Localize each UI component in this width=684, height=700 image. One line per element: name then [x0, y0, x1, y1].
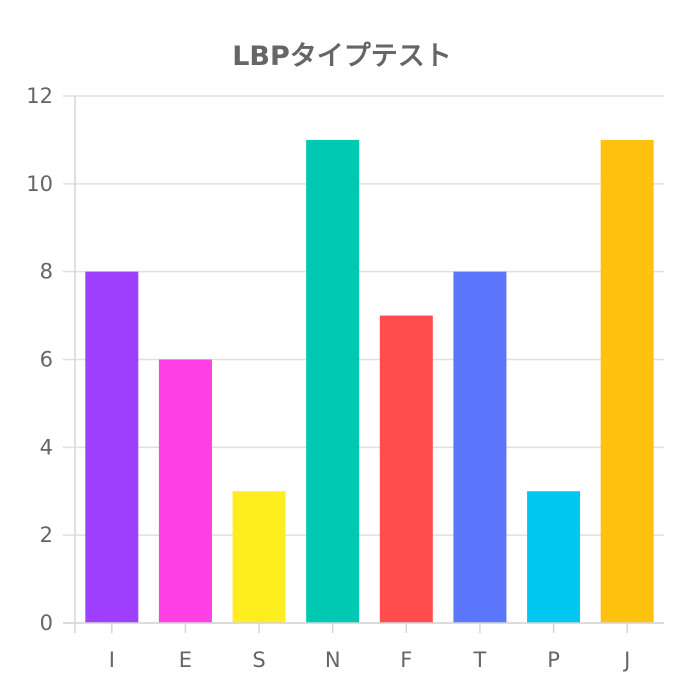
axes	[63, 96, 664, 633]
x-tick-label: J	[622, 648, 630, 672]
y-tick-label: 10	[26, 172, 53, 196]
bar-p	[527, 491, 581, 623]
bars	[85, 139, 654, 623]
y-tick-labels: 0 2 4 6 8 10 12	[26, 84, 53, 635]
bar-f	[379, 315, 433, 623]
x-tick-label: P	[547, 648, 560, 672]
x-tick-label: F	[400, 648, 412, 672]
y-tick-label: 6	[40, 348, 53, 372]
x-tick-label: I	[109, 648, 115, 672]
bar-i	[85, 271, 139, 623]
y-tick-label: 0	[40, 611, 53, 635]
x-tick-label: E	[179, 648, 192, 672]
y-tick-label: 2	[40, 523, 53, 547]
bar-s	[232, 491, 286, 623]
x-tick-label: S	[252, 648, 265, 672]
y-tick-label: 4	[40, 435, 53, 459]
bar-e	[158, 359, 212, 623]
bar-t	[453, 271, 507, 623]
y-tick-label: 12	[26, 84, 53, 108]
y-tick-label: 8	[40, 260, 53, 284]
bar-n	[306, 139, 360, 623]
chart-title: LBPタイプテスト	[232, 41, 452, 72]
x-tick-label: T	[473, 648, 487, 672]
x-tick-label: N	[325, 648, 341, 672]
bar-j	[600, 139, 654, 623]
